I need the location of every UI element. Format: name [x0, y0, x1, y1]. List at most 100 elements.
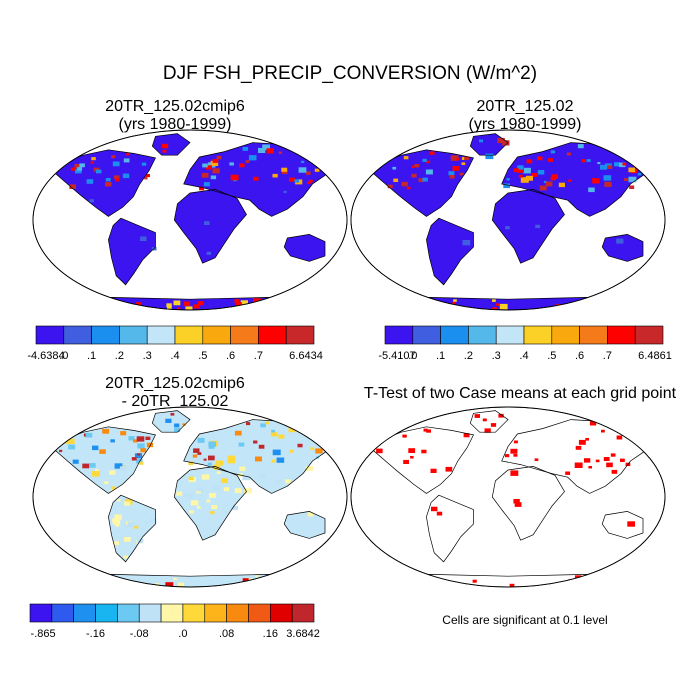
map-3-cell: [174, 423, 180, 428]
map-1-cell: [201, 172, 209, 178]
map-2-cell: [459, 172, 464, 176]
map-1-cell: [122, 173, 130, 179]
colorbar-3-label-7: 3.6842: [286, 628, 320, 640]
map-1-cell: [74, 163, 81, 169]
map-3-cell: [165, 418, 172, 423]
map-panel-4: [350, 406, 666, 588]
map-1-cell: [197, 301, 204, 306]
map-3-cell: [109, 470, 116, 475]
colorbar-3-box-11: [248, 603, 271, 623]
colorbar-1-label-10: 6.6434: [289, 350, 323, 362]
map-1-cell: [300, 160, 305, 164]
map-4-cell: [504, 454, 510, 458]
map-3-cell: [221, 478, 228, 484]
map-1-cell: [81, 301, 87, 306]
map-1-cell: [240, 300, 248, 306]
map-3-cell: [123, 555, 129, 559]
map-2-cell: [426, 160, 431, 164]
map-2-cell: [577, 144, 584, 149]
map-4-cell: [410, 456, 414, 459]
map-2-cell: [550, 150, 555, 154]
map-1-cell: [125, 303, 133, 309]
colorbar-2-box-7: [551, 325, 580, 345]
map-2-cell: [393, 178, 399, 182]
map-3-cell: [297, 443, 303, 448]
map-4-cell: [431, 506, 438, 512]
colorbar-3-box-10: [226, 603, 249, 623]
map-4-cell: [436, 511, 443, 516]
map-4-cell: [403, 459, 409, 464]
map-3-coast-eurasia: [183, 419, 339, 494]
map-1-cell: [216, 155, 222, 160]
map-4-land-australia: [602, 511, 643, 539]
map-1-cell: [78, 305, 83, 308]
map-1-cell: [112, 161, 120, 167]
map-3-cell: [232, 505, 239, 510]
map-1-cell: [306, 303, 313, 309]
map-1-cell: [258, 147, 266, 153]
map-4-cell: [589, 421, 597, 426]
map-3-cell: [149, 518, 157, 524]
map-4-land-north-america: [373, 426, 474, 494]
map-2-cell: [479, 139, 483, 143]
map-2-cell: [495, 303, 500, 306]
map-1-cell: [90, 303, 98, 309]
map-3-cell: [288, 426, 297, 433]
map-3-cell: [260, 474, 267, 479]
map-1-cell: [89, 199, 94, 203]
map-3-cell: [111, 486, 116, 490]
map-3-cell: [136, 453, 141, 456]
map-2-cell: [648, 168, 653, 172]
map-1-cell: [272, 173, 278, 178]
map-1-cell: [145, 174, 150, 178]
map-3-cell: [188, 461, 194, 466]
map-4-cell: [565, 471, 571, 475]
map-3-cell: [260, 423, 266, 428]
map-1-cell: [141, 162, 147, 166]
map-2-border: [350, 129, 666, 311]
map-3-cell: [250, 584, 255, 587]
map-3-cell: [315, 448, 323, 454]
map-3-cell: [197, 487, 204, 492]
map-2-coast-australia: [601, 234, 644, 262]
colorbar-1-label-4: .2: [115, 350, 124, 362]
map-2-cell: [531, 172, 538, 177]
map-3-land-north-america: [55, 426, 156, 494]
map-1-cell: [96, 169, 102, 174]
map-1-land-africa: [174, 189, 247, 264]
map-1-cell: [183, 301, 191, 306]
map-2-cell: [558, 182, 565, 188]
map-1-cell: [329, 304, 333, 308]
map-3-cell: [272, 449, 281, 456]
map-3-cell: [190, 500, 199, 506]
map-3-cell: [82, 463, 90, 469]
map-2-cell: [453, 299, 457, 302]
map-4-coast-eurasia: [501, 419, 657, 494]
colorbar-1-box-2: [63, 325, 92, 345]
map-1-cell: [248, 155, 257, 161]
map-2-cell: [614, 162, 620, 167]
map-1-cell: [242, 147, 249, 151]
map-3-land-australia: [284, 511, 325, 539]
map-4-cell: [463, 433, 470, 438]
map-3-cell: [67, 438, 75, 445]
map-2-coast-africa: [491, 189, 565, 264]
map-4-cell: [533, 586, 540, 587]
map-2-cell: [605, 308, 610, 310]
map-3-cell: [242, 474, 251, 481]
map-4-cell: [624, 584, 630, 587]
map-3-cell: [223, 487, 230, 492]
colorbar-3-box-8: [182, 603, 206, 623]
map-4-cell: [603, 457, 610, 461]
map-1-cell: [90, 161, 94, 164]
map-3-coast-greenland: [151, 410, 191, 433]
map-3-cell: [305, 466, 313, 471]
map-3-cell: [312, 429, 320, 434]
colorbar-3-box-4: [95, 603, 118, 623]
map-2-cell: [403, 156, 409, 160]
map-4-coast-africa: [491, 466, 565, 541]
map-2-cell: [456, 158, 460, 161]
map-3-land-antarctica: [45, 574, 335, 587]
maps-layer: [32, 129, 666, 588]
map-2-cell: [387, 184, 393, 189]
